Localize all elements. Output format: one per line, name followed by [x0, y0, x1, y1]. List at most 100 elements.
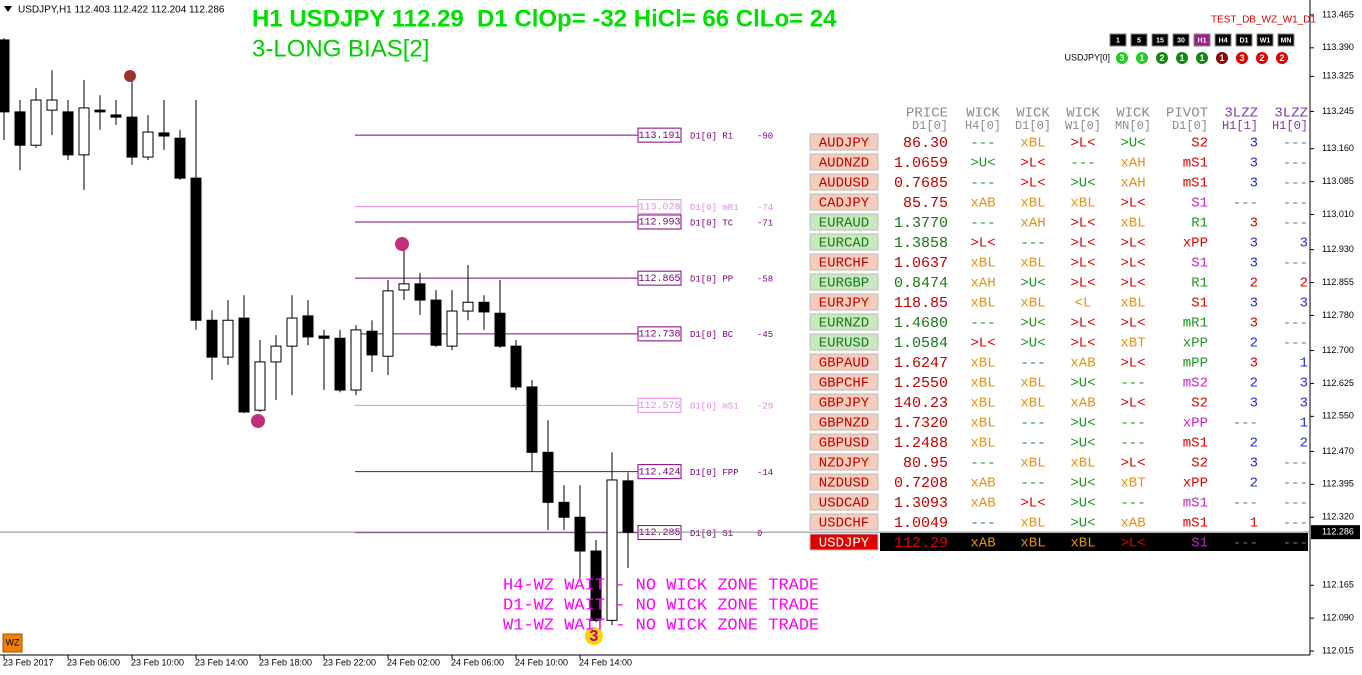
menu-arrow[interactable] [4, 6, 12, 12]
cell: S2 [1191, 136, 1208, 152]
timeframe-button[interactable] [1277, 33, 1295, 47]
symbol: GBPAUD [819, 356, 869, 372]
cell: >U< [1020, 316, 1045, 332]
symbol-box[interactable] [809, 313, 879, 331]
table-header: WICK [1066, 106, 1100, 122]
candle-body [622, 480, 634, 533]
cell: >L< [1120, 316, 1145, 332]
cell: xAB [970, 196, 995, 212]
symbol-box[interactable] [809, 413, 879, 431]
signal-dot [1256, 52, 1268, 64]
pivot-name: D1[0] mR1 [690, 203, 739, 213]
cell: 3 [1250, 236, 1258, 252]
signal-marker [395, 237, 409, 251]
timeframe-button[interactable] [1109, 33, 1127, 47]
symbol-box[interactable] [809, 433, 879, 451]
candle-body [558, 501, 570, 518]
timeframe-button[interactable] [1130, 33, 1148, 47]
symbol: EURUSD [819, 336, 869, 352]
pivot-distance: -71 [757, 218, 773, 228]
cell: xBT [1120, 476, 1145, 492]
cell: --- [1283, 456, 1308, 472]
status-message: W1-WZ WAIT - NO WICK ZONE TRADE [503, 616, 819, 635]
timeframe-button[interactable] [1172, 33, 1190, 47]
candle-body [110, 114, 122, 118]
table-header: WICK [966, 106, 1000, 122]
cell: 3 [1250, 356, 1258, 372]
cell: mR1 [1183, 316, 1208, 332]
pivot-price: 112.738 [638, 330, 680, 341]
symbol-box[interactable] [809, 173, 879, 191]
pivot-price: 113.191 [638, 131, 680, 142]
wz-badge[interactable] [2, 633, 23, 653]
symbol-box[interactable] [809, 153, 879, 171]
symbol-box[interactable] [809, 333, 879, 351]
timeframe-button[interactable] [1214, 33, 1232, 47]
cell: --- [1020, 356, 1045, 372]
cell: 3 [1250, 296, 1258, 312]
symbol-box[interactable] [809, 473, 879, 491]
symbol-box[interactable] [809, 253, 879, 271]
signal-dot [1116, 52, 1128, 64]
bid-label: 112.286 [1322, 527, 1354, 537]
symbol-box[interactable] [809, 273, 879, 291]
symbol: EURCHF [819, 256, 869, 272]
signal-label: 1 [1179, 53, 1184, 63]
candle-body [158, 132, 170, 137]
cell: >L< [1120, 396, 1145, 412]
timeframe-button[interactable] [1256, 33, 1274, 47]
cell: 1 [1300, 356, 1308, 372]
cell: xAB [1070, 396, 1095, 412]
y-tick-label: 113.010 [1322, 209, 1354, 219]
timeframe-button[interactable] [1235, 33, 1253, 47]
candle-body [222, 319, 234, 358]
cell: --- [1283, 336, 1308, 352]
wz-badge-label: WZ [6, 637, 20, 647]
cell: >U< [1120, 136, 1145, 152]
cell: xBL [1020, 136, 1045, 152]
candle-body [238, 317, 250, 413]
symbol-box[interactable] [809, 193, 879, 211]
symbol: GBPCHF [819, 376, 869, 392]
pivot-distance: -58 [757, 275, 773, 285]
cell: --- [1283, 496, 1308, 512]
symbol-box[interactable] [809, 533, 879, 551]
y-tick-label: 113.325 [1322, 71, 1354, 81]
candle-body [574, 516, 586, 552]
cell: >L< [970, 336, 995, 352]
candle-body [446, 310, 458, 347]
pivot-name: D1[0] mS1 [690, 402, 739, 412]
x-tick-label: 23 Feb 18:00 [259, 657, 312, 667]
cell: 3 [1300, 296, 1308, 312]
candle-body [78, 107, 90, 156]
cell: --- [1283, 476, 1308, 492]
signal-dot [1136, 52, 1148, 64]
symbol-box[interactable] [809, 513, 879, 531]
symbol-box[interactable] [809, 133, 879, 151]
cell: xBL [1120, 296, 1145, 312]
symbol-box[interactable] [809, 293, 879, 311]
timeframe-button[interactable] [1193, 33, 1211, 47]
symbol-box[interactable] [809, 453, 879, 471]
price: 1.0584 [894, 335, 948, 352]
cell: 3 [1250, 456, 1258, 472]
price: 112.29 [894, 535, 948, 552]
symbol-box[interactable] [809, 493, 879, 511]
pivot-price: 113.028 [638, 202, 680, 213]
signal-marker [124, 70, 136, 82]
y-tick-label: 112.470 [1322, 446, 1354, 456]
symbol-box[interactable] [809, 213, 879, 231]
x-tick-label: 24 Feb 02:00 [387, 657, 440, 667]
symbol-box[interactable] [809, 373, 879, 391]
signal-dot [1216, 52, 1228, 64]
symbol-box[interactable] [809, 233, 879, 251]
current-row [880, 533, 1308, 551]
pivot-box [637, 326, 682, 342]
symbol-box[interactable] [809, 393, 879, 411]
timeframe-button[interactable] [1151, 33, 1169, 47]
cell: <L [1075, 296, 1092, 312]
candle-body [478, 301, 490, 313]
symbol-box[interactable] [809, 353, 879, 371]
cell: --- [1020, 416, 1045, 432]
